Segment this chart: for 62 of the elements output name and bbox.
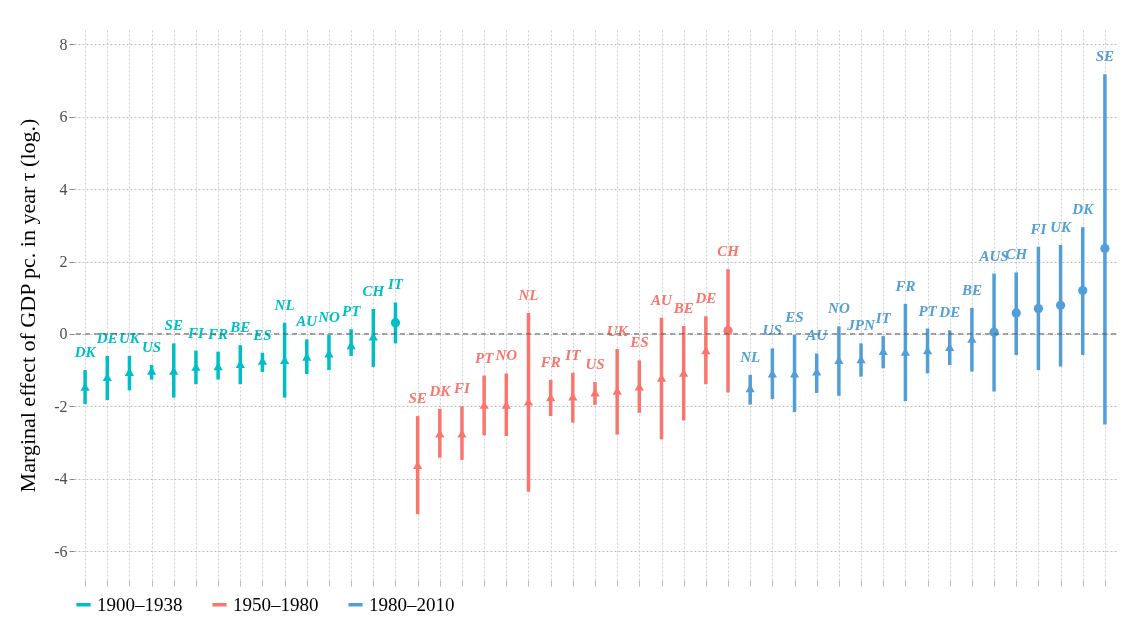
x-tick-label: AU	[650, 291, 674, 308]
x-tick-label: US	[142, 339, 162, 356]
x-tick-label: PT	[474, 349, 495, 366]
x-tick-label: NL	[273, 296, 295, 313]
x-tick-label: PT	[918, 302, 938, 319]
point	[1055, 300, 1066, 310]
x-tick-label: ES	[252, 326, 272, 343]
x-tick-label: ES	[629, 334, 649, 351]
y-axis-title: Marginal effect of GDP pc. in year τ (log.)	[15, 118, 41, 493]
x-tick-label: NL	[517, 286, 539, 303]
point	[1011, 308, 1021, 318]
legend-label: 1980–2010	[369, 593, 455, 615]
x-tick-label: DK	[73, 344, 97, 361]
x-tick-label: BE	[229, 319, 251, 336]
x-tick-label: ES	[784, 308, 804, 325]
y-tick-label: -2	[54, 397, 68, 415]
y-tick-label: -6	[54, 542, 68, 560]
legend-label: 1900–1938	[97, 593, 183, 615]
x-tick-label: AU	[295, 313, 319, 330]
point	[390, 318, 401, 328]
point	[1033, 304, 1044, 314]
x-tick-label: SE	[408, 390, 427, 407]
x-tick-label: IT	[564, 346, 582, 363]
x-tick-label: DE	[694, 290, 717, 307]
x-tick-label: NO	[494, 347, 518, 364]
x-tick-label: SE	[164, 317, 183, 334]
y-tick-label: 6	[59, 108, 68, 126]
x-tick-label: US	[585, 356, 605, 373]
y-tick-label: 0	[59, 325, 68, 343]
point	[1100, 243, 1110, 254]
x-tick-label: SE	[1095, 48, 1115, 65]
x-tick-label: FI	[187, 324, 206, 341]
x-tick-label: IT	[874, 310, 892, 327]
x-tick-label: DK	[1071, 201, 1095, 218]
y-tick-label: 4	[59, 180, 68, 198]
x-tick-label: FI	[453, 380, 472, 397]
x-tick-label: FR	[539, 353, 561, 370]
point	[1078, 285, 1088, 296]
x-tick-label: FI	[1029, 220, 1048, 237]
x-tick-label: FR	[207, 325, 229, 342]
x-tick-label: DK	[428, 382, 452, 399]
legend-label: 1950–1980	[233, 593, 319, 615]
x-tick-label: NO	[317, 309, 340, 326]
x-tick-label: PT	[341, 303, 362, 320]
x-tick-label: NL	[739, 348, 761, 365]
y-tick-label: 2	[59, 253, 68, 271]
x-tick-label: BE	[672, 299, 694, 316]
x-tick-label: DE	[938, 304, 961, 321]
x-tick-label: UK	[1050, 218, 1072, 235]
x-tick-label: US	[762, 322, 782, 339]
x-tick-label: BE	[960, 281, 982, 298]
x-tick-label: CH	[717, 243, 741, 260]
x-tick-label: IT	[386, 276, 404, 293]
y-tick-label: 8	[59, 35, 68, 53]
x-tick-label: UK	[119, 330, 141, 347]
y-tick-label: -4	[54, 470, 68, 488]
x-tick-label: FR	[894, 277, 916, 294]
x-tick-label: JPN	[846, 317, 876, 334]
x-tick-label: AUS	[978, 247, 1009, 264]
x-tick-label: NO	[827, 300, 850, 317]
x-tick-label: DE	[95, 330, 118, 347]
x-tick-label: CH	[362, 282, 386, 299]
